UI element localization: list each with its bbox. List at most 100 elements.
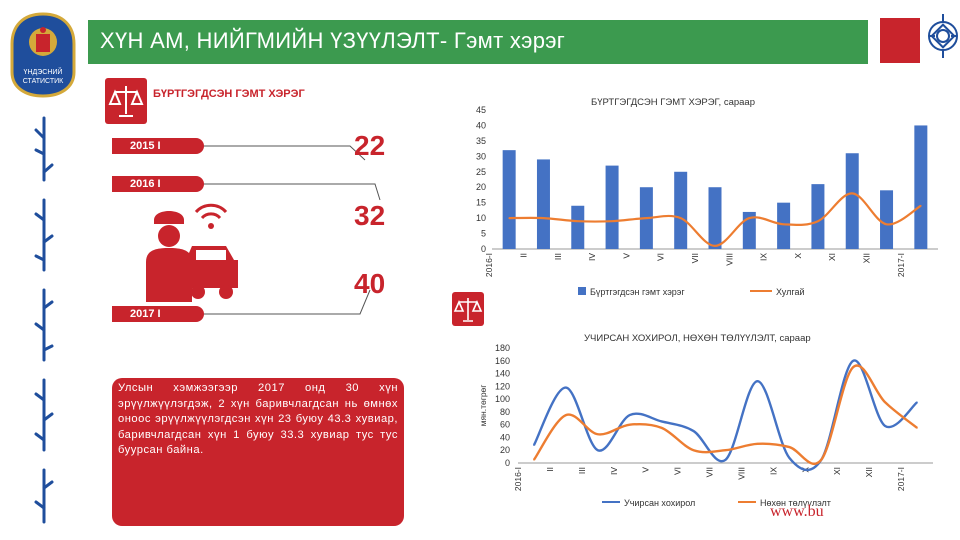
chart2-series-1-point-8 <box>788 446 791 448</box>
chart2-series-1 <box>532 364 918 465</box>
chart2-ytick-0: 0 <box>505 458 510 468</box>
chart2-ytick-7: 140 <box>495 369 510 379</box>
chart1-line-point-12 <box>920 204 922 207</box>
chart2-series-1-point-6 <box>724 449 727 452</box>
chart1-line-point-7 <box>748 217 751 219</box>
chart1-xtick-10: XI <box>827 253 837 261</box>
chart1-line-point-5 <box>679 217 682 219</box>
chart2-series-1-point-1 <box>565 414 567 416</box>
year-pill-2016: 2016 I <box>112 176 204 192</box>
chart2-xtick-3: IV <box>609 467 619 475</box>
chart1-xtick-12: 2017-I <box>896 253 906 277</box>
chart1-bar-0 <box>502 150 516 249</box>
chart2-series-0-point-8 <box>788 457 791 459</box>
title-bar <box>88 20 868 64</box>
chart1-legend-bar-swatch <box>578 287 586 295</box>
chart1-xtick-0: 2016-I <box>484 253 494 277</box>
chart2-series-0-point-3 <box>628 414 631 416</box>
chart1-ytick-0: 0 <box>481 244 486 254</box>
chart1-ytick-9: 45 <box>476 105 486 115</box>
chart2-ytick-6: 120 <box>495 381 510 391</box>
chart2-series-0-point-2 <box>597 449 599 452</box>
chart2-series-1-point-7 <box>756 443 759 445</box>
chart1-xtick-9: X <box>793 253 803 259</box>
vertical-mongolian-script <box>34 116 54 524</box>
chart1-xtick-2: III <box>553 253 563 260</box>
chart1-bar-12 <box>914 125 928 249</box>
chart2-xtick-7: VIII <box>736 467 746 480</box>
chart1-xtick-5: VI <box>656 253 666 261</box>
chart2-series-0-point-4 <box>660 420 663 423</box>
chart1-line-point-10 <box>851 192 854 195</box>
chart1-bar-5 <box>674 171 688 249</box>
endless-knot-icon <box>928 14 958 58</box>
chart1-bar-3 <box>605 165 619 249</box>
chart1-bar-7 <box>742 211 756 249</box>
chart2-series-0-point-10 <box>852 359 854 362</box>
chart2-xtick-1: II <box>545 467 555 472</box>
chart2-series-0-point-7 <box>756 380 759 383</box>
chart1-xtick-3: IV <box>587 253 597 261</box>
chart1-legend-line-label: Хулгай <box>776 287 804 297</box>
chart1-xtick-8: IX <box>759 253 769 261</box>
chart2-series-1-point-10 <box>852 366 854 368</box>
chart2-series-1-point-4 <box>660 427 663 429</box>
chart1-line-point-1 <box>542 217 545 219</box>
value-2016: 32 <box>354 200 386 231</box>
chart1-ytick-8: 40 <box>476 120 486 130</box>
chart1-xtick-11: XII <box>862 253 872 263</box>
chart2-series-1-point-5 <box>692 449 695 452</box>
chart2-series-0-point-6 <box>724 459 727 461</box>
chart2-xtick-10: XI <box>832 467 842 475</box>
chart1-bar-1 <box>536 159 550 249</box>
chart1-bar-6 <box>708 187 722 249</box>
chart2-xtick-11: XII <box>864 467 874 477</box>
watermark: www.bu <box>770 503 824 520</box>
chart2-series-1-point-12 <box>916 427 918 429</box>
chart2-series-0 <box>532 359 918 472</box>
chart1-line-point-9 <box>817 220 819 222</box>
chart2-title: УЧИРСАН ХОХИРОЛ, НӨХӨН ТӨЛҮҮЛЭЛТ, сараар <box>584 333 811 344</box>
logo-text-2: СТАТИСТИК <box>23 78 64 85</box>
chart2-legend-label-1: Нөхөн төлүүлэлт <box>760 498 831 508</box>
chart2-series-1-point-9 <box>820 459 823 461</box>
chart2-xtick-5: VI <box>673 467 683 475</box>
chart1-line-point-3 <box>611 220 613 222</box>
damage-compensation-chart: 0 20 40 60 80 100 120 140 160 180 мян.төгрөг 2016-I… <box>478 343 933 508</box>
year-connector-lines <box>200 145 381 315</box>
chart2-ytick-9: 180 <box>495 343 510 353</box>
chart1-xtick-6: VII <box>690 253 700 263</box>
chart1-line-point-8 <box>782 223 785 226</box>
page-title: ХҮН АМ, НИЙГМИЙН ҮЗҮҮЛЭЛТ- Гэмт хэрэг <box>100 28 566 53</box>
note-box <box>112 378 404 526</box>
chart1-bar-10 <box>845 153 859 249</box>
chart2-ytick-8: 160 <box>495 356 510 366</box>
chart2-series-1-point-2 <box>597 433 599 436</box>
chart1-ytick-5: 25 <box>476 167 486 177</box>
chart1-xtick-1: II <box>518 253 528 258</box>
chart1-bar-9 <box>811 184 825 249</box>
chart1-line-point-2 <box>576 220 579 222</box>
chart2-series-0-point-12 <box>916 401 918 404</box>
logo-text-1: ҮНДЭСНИЙ <box>24 67 63 76</box>
chart1-legend-bar-label: Бүртгэгдсэн гэмт хэрэг <box>590 287 685 297</box>
chart1-line-point-11 <box>885 223 888 226</box>
note-text: Улсын хэмжээгээр 2017 онд 30 хүн эрүүлжү… <box>118 382 398 456</box>
accent-square <box>880 18 920 63</box>
chart2-series-0-point-11 <box>884 425 886 427</box>
chart2-ytick-4: 80 <box>500 407 510 417</box>
police-car-icon <box>146 203 238 302</box>
scales-of-justice-icon <box>105 78 147 124</box>
chart1-ytick-1: 5 <box>481 229 486 239</box>
mongolia-emblem-icon: ҮНДЭСНИЙ СТАТИСТИК <box>10 12 76 98</box>
chart2-xtick-0: 2016-I <box>513 467 523 491</box>
chart2-xtick-12: 2017-I <box>896 467 906 491</box>
chart2-ytick-3: 60 <box>500 420 510 430</box>
scales-of-justice-icon-2 <box>452 292 484 326</box>
chart1-line-point-4 <box>645 217 648 219</box>
chart1-bar-8 <box>777 202 791 249</box>
chart2-xtick-4: V <box>641 467 651 473</box>
value-2017: 40 <box>354 268 386 299</box>
chart2-ytick-5: 100 <box>495 394 510 404</box>
chart2-legend-label-0: Учирсан хохирол <box>624 498 695 508</box>
